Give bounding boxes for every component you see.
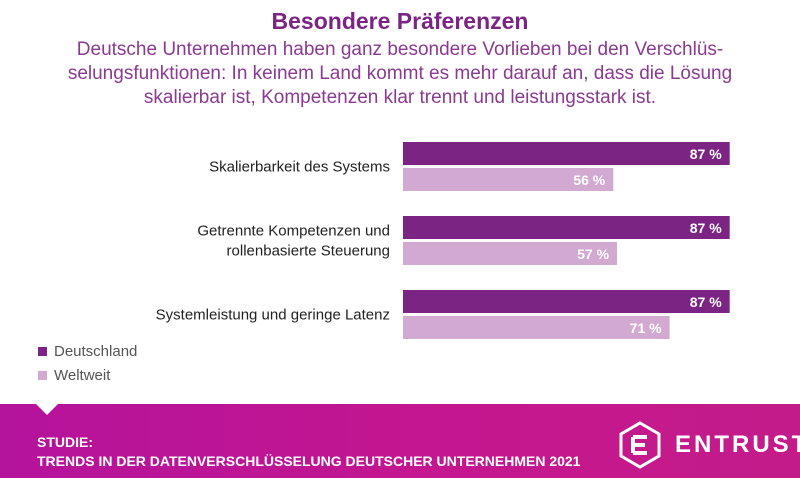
- data-label: 56 %: [573, 172, 605, 188]
- legend-swatch: [38, 346, 47, 356]
- data-label: 57 %: [577, 246, 609, 262]
- bar-chart: Skalierbarkeit des Systems 87 % 56 % Getren…: [156, 142, 730, 339]
- bar-weltweit: [403, 242, 618, 265]
- data-label: 87 %: [690, 294, 722, 310]
- footer-banner: [0, 404, 800, 478]
- category-label: rollenbasierte Steuerung: [227, 243, 390, 260]
- footer-study-title: TRENDS IN DER DATENVERSCHLÜSSELUNG DEUTS…: [37, 453, 581, 469]
- legend-label: Deutschland: [54, 343, 138, 360]
- entrust-logo-icon: [619, 421, 661, 469]
- legend-item-deutschland: Deutschland: [38, 343, 137, 360]
- brand-name: ENTRUST: [675, 431, 800, 458]
- bar-deutschland: [403, 216, 730, 239]
- data-label: 87 %: [690, 146, 722, 162]
- legend-swatch: [38, 370, 47, 380]
- bar-weltweit: [403, 168, 614, 191]
- bar-weltweit: [403, 316, 670, 339]
- bar-deutschland: [403, 290, 730, 313]
- legend-item-weltweit: Weltweit: [38, 367, 110, 384]
- bar-deutschland: [403, 142, 730, 165]
- subtitle-line: Deutsche Unternehmen haben ganz besonder…: [76, 39, 724, 60]
- data-label: 87 %: [690, 220, 722, 236]
- chart-subtitle: Deutsche Unternehmen haben ganz besonder…: [20, 38, 780, 110]
- subtitle-line: selungsfunktionen: In keinem Land kommt …: [67, 63, 733, 84]
- category-label: Skalierbarkeit des Systems: [209, 159, 390, 176]
- footer-study-label: STUDIE:: [37, 434, 93, 450]
- subtitle-line: skalierbar ist, Kompetenzen klar trennt …: [143, 87, 657, 108]
- data-label: 71 %: [630, 320, 662, 336]
- chart-title: Besondere Präferenzen: [271, 8, 529, 34]
- category-label: Getrennte Kompetenzen und: [197, 223, 390, 240]
- footer-notch: [36, 404, 58, 415]
- legend-label: Weltweit: [54, 367, 111, 384]
- category-label: Systemleistung und geringe Latenz: [156, 307, 390, 324]
